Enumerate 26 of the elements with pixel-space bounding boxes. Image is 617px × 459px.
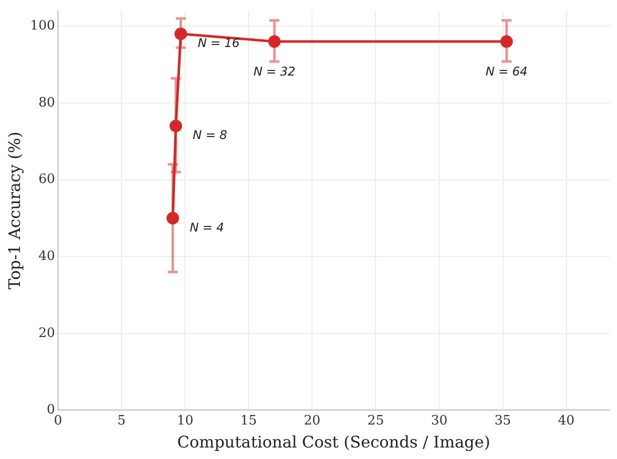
x-tick-label: 25 <box>367 413 384 428</box>
x-tick-label: 30 <box>430 413 448 428</box>
point <box>170 120 182 132</box>
y-axis-title: Top-1 Accuracy (%) <box>4 132 24 290</box>
annotation: N = 32 <box>253 64 296 79</box>
point <box>166 212 180 224</box>
annotation: N = 4 <box>190 220 224 234</box>
annotation: N = 8 <box>192 128 228 142</box>
x-tick-label: 5 <box>117 413 126 428</box>
x-axis-title: Computational Cost (Seconds / Image) <box>177 432 490 452</box>
x-tick-label: 35 <box>494 413 512 428</box>
annotation: N = 64 <box>486 64 528 79</box>
y-tick-label: 0 <box>46 402 56 418</box>
point <box>500 35 513 48</box>
y-tick-label: 100 <box>30 18 56 34</box>
annotation: N = 16 <box>198 36 240 50</box>
point <box>174 28 188 40</box>
y-tick-label: 80 <box>38 95 56 110</box>
x-tick-label: 10 <box>176 413 194 428</box>
x-tick-label: 15 <box>240 413 257 428</box>
x-tick-label: 20 <box>304 413 320 428</box>
point <box>268 35 281 48</box>
y-tick-label: 40 <box>38 248 56 264</box>
y-tick-label: 60 <box>38 172 56 188</box>
x-tick-label: 40 <box>558 413 575 428</box>
y-tick-label: 20 <box>38 326 56 341</box>
